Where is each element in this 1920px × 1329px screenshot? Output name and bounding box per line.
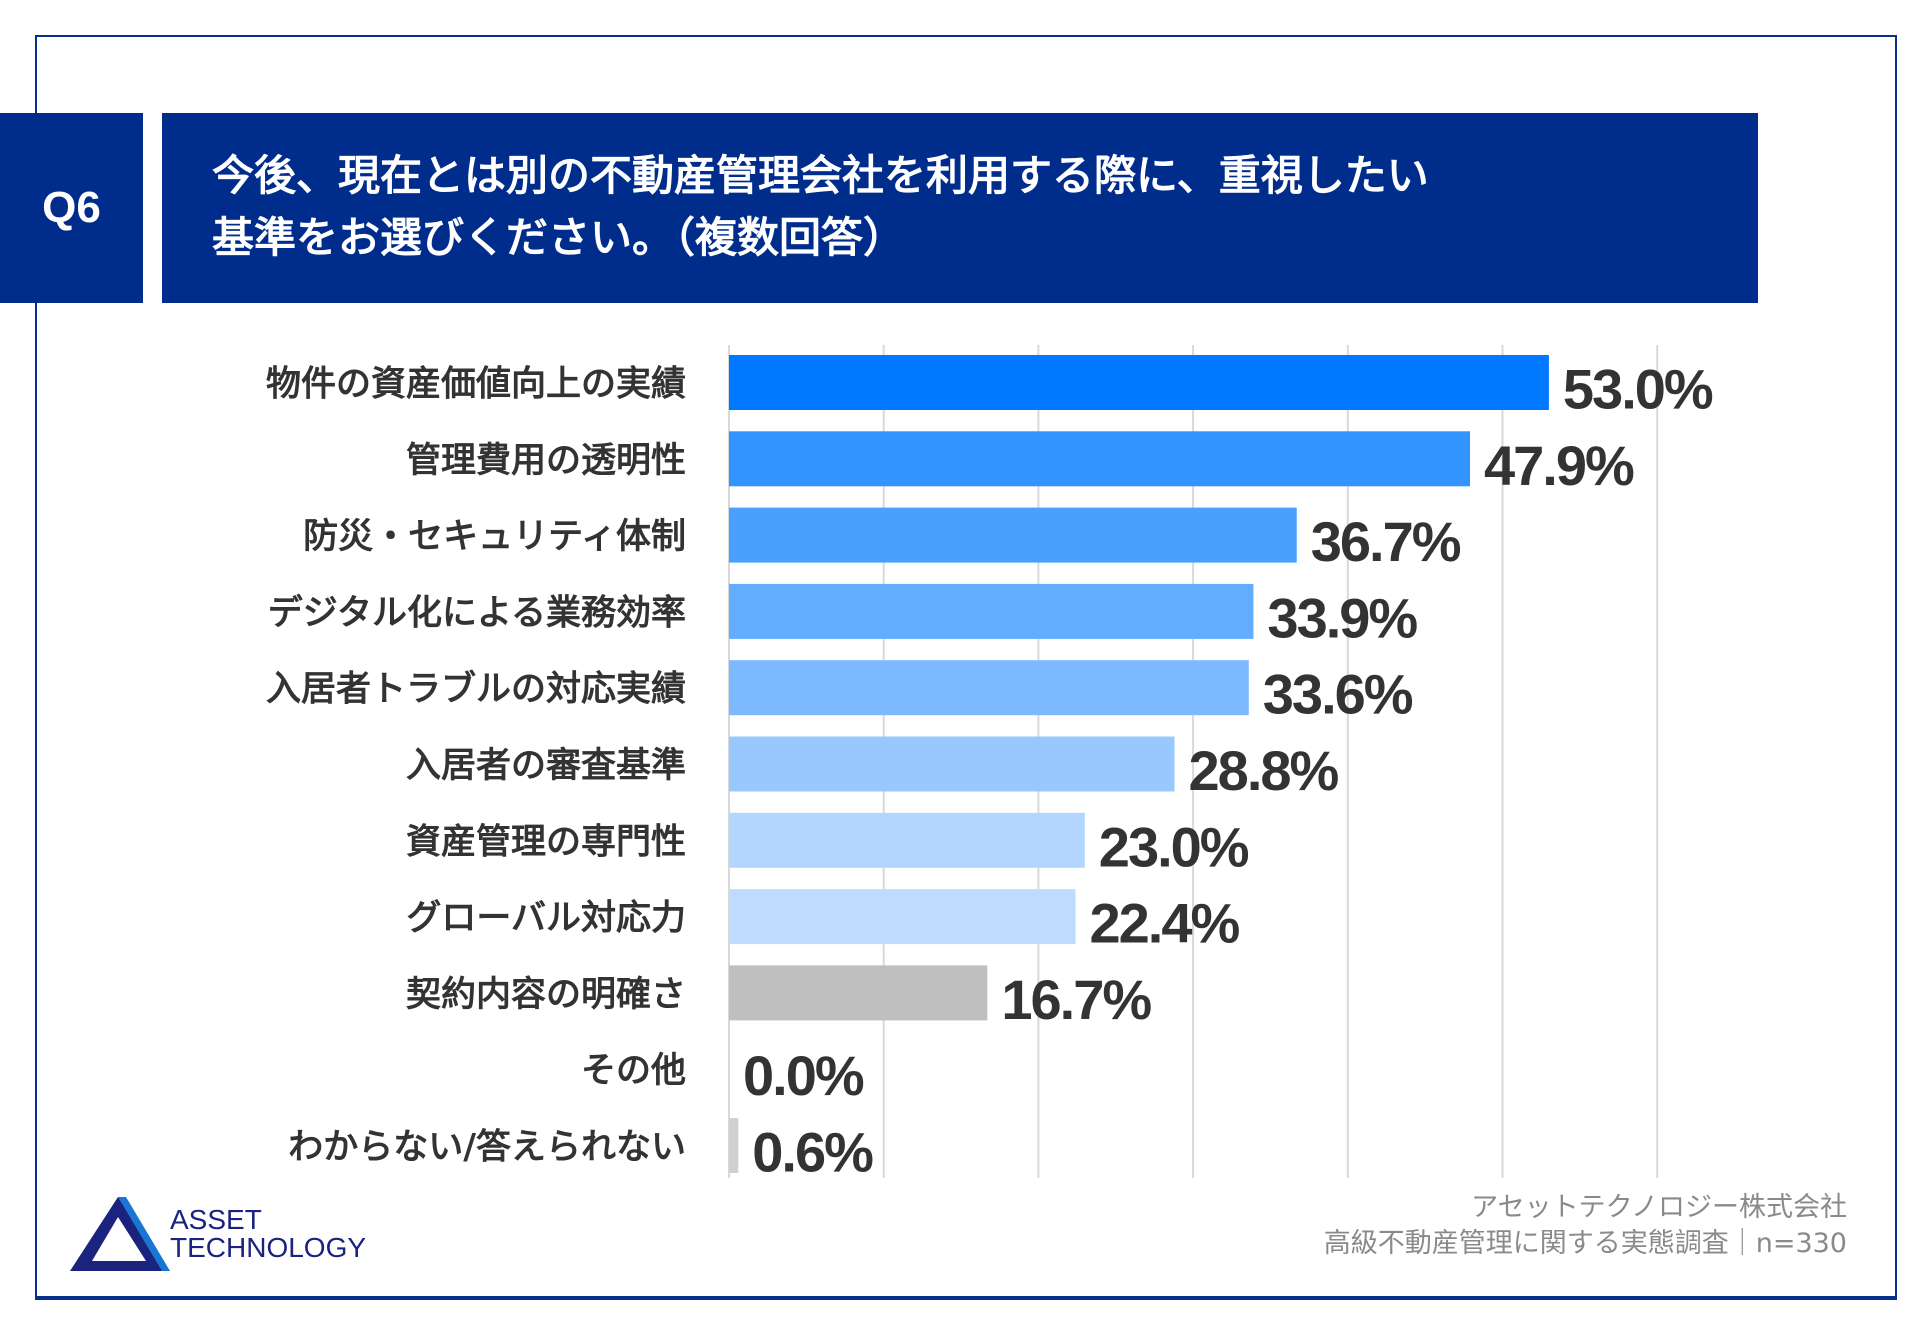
title-line-1: 今後、現在とは別の不動産管理会社を利用する際に、重視したい <box>212 151 1429 200</box>
question-number: Q6 <box>0 113 143 303</box>
value-label: 0.0% <box>743 1044 864 1107</box>
value-label: 22.4% <box>1090 892 1240 955</box>
category-label: 物件の資産価値向上の実績 <box>266 365 686 405</box>
footer-source: アセットテクノロジー株式会社 高級不動産管理に関する実態調査｜n=330 <box>1324 1190 1847 1262</box>
title-line-2: 基準をお選びください。（複数回答） <box>212 213 906 262</box>
bar <box>729 736 1175 792</box>
logo-text-technology: TECHNOLOGY <box>170 1232 366 1263</box>
asset-technology-logo: ASSET TECHNOLOGY <box>70 1195 450 1279</box>
footer-company: アセットテクノロジー株式会社 <box>1471 1192 1847 1223</box>
category-label: 資産管理の専門性 <box>406 822 686 862</box>
footer-survey: 高級不動産管理に関する実態調査｜n=330 <box>1323 1228 1847 1259</box>
category-label: 防災・セキュリティ体制 <box>303 517 686 557</box>
value-label: 16.7% <box>1001 968 1151 1031</box>
category-label: グローバル対応力 <box>406 899 686 939</box>
frame-border <box>35 35 1897 1300</box>
category-label: その他 <box>581 1051 686 1091</box>
category-label: 入居者トラブルの対応実績 <box>266 669 686 710</box>
value-label: 33.6% <box>1263 663 1413 726</box>
bar <box>729 507 1297 563</box>
bar <box>729 1118 739 1173</box>
category-label: 契約内容の明確さ <box>406 975 686 1015</box>
bar <box>729 965 988 1021</box>
value-label: 28.8% <box>1189 739 1339 802</box>
category-label: 管理費用の透明性 <box>406 441 686 481</box>
bar <box>729 812 1085 868</box>
bar <box>729 431 1471 487</box>
bar <box>729 355 1549 410</box>
value-label: 36.7% <box>1311 510 1461 573</box>
value-label: 53.0% <box>1563 358 1713 421</box>
value-label: 0.6% <box>752 1121 873 1184</box>
bar <box>729 583 1254 639</box>
bar <box>729 660 1249 716</box>
value-label: 47.9% <box>1484 434 1634 497</box>
value-label: 23.0% <box>1099 815 1249 878</box>
category-label: わからない/答えられない <box>288 1128 686 1168</box>
bar <box>729 889 1076 945</box>
category-label: 入居者の審査基準 <box>406 746 686 786</box>
question-title: 今後、現在とは別の不動産管理会社を利用する際に、重視したい 基準をお選びください… <box>162 113 1758 303</box>
value-label: 33.9% <box>1267 586 1417 649</box>
category-label: デジタル化による業務効率 <box>268 592 686 633</box>
logo-text-asset: ASSET <box>170 1204 262 1235</box>
